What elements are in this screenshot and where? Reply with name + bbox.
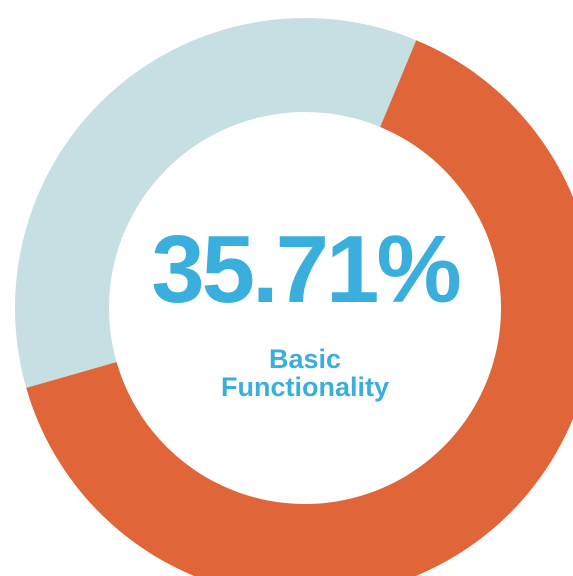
donut-segment: [14, 17, 417, 388]
center-label: Basic Functionality: [221, 344, 389, 402]
center-value: 35.71%: [151, 216, 462, 323]
